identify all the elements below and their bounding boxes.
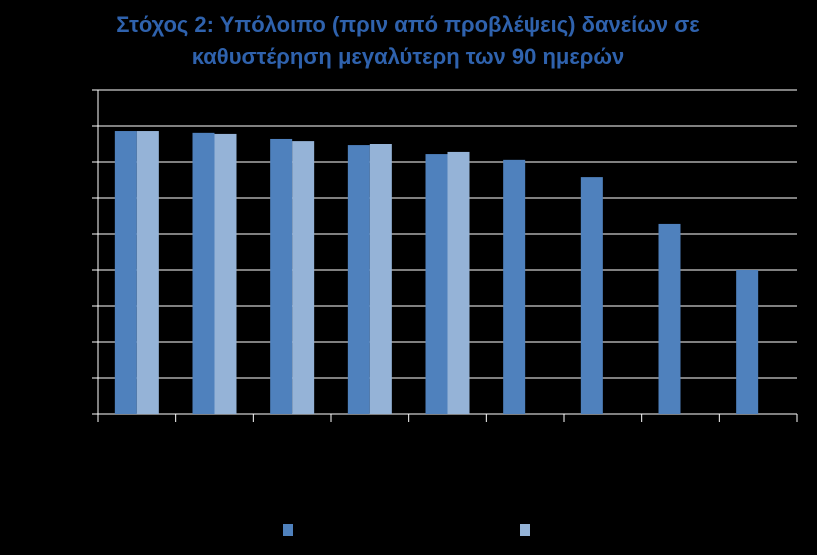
bar: [214, 133, 237, 415]
bar: [736, 270, 759, 414]
bar: [292, 141, 315, 414]
bar: [192, 132, 215, 414]
legend-swatch: [283, 524, 293, 536]
y-tick-label: 1: [81, 370, 88, 384]
bar: [270, 138, 293, 414]
y-tick-label: 3: [81, 298, 88, 312]
y-tick-label: 7: [81, 154, 88, 168]
legend-swatch: [520, 524, 530, 536]
bar: [503, 159, 526, 414]
bar: [447, 151, 470, 415]
bar: [658, 223, 681, 414]
chart-title: Στόχος 2: Υπόλοιπο (πριν από προβλέψεις)…: [116, 12, 700, 37]
y-tick-label: 6: [81, 190, 88, 204]
y-tick-label: 0: [81, 406, 88, 420]
y-tick-label: 8: [81, 118, 88, 132]
y-tick-label: 4: [81, 262, 88, 276]
bar: [347, 145, 370, 414]
bar: [425, 154, 448, 414]
bar: [114, 131, 137, 415]
y-tick-label: 9: [81, 82, 88, 96]
bar: [136, 131, 159, 415]
bar: [369, 144, 392, 414]
bar: [580, 177, 603, 414]
y-tick-label: 2: [81, 334, 88, 348]
chart-title: καθυστέρηση μεγαλύτερη των 90 ημερών: [192, 44, 624, 69]
y-tick-label: 5: [81, 226, 88, 240]
